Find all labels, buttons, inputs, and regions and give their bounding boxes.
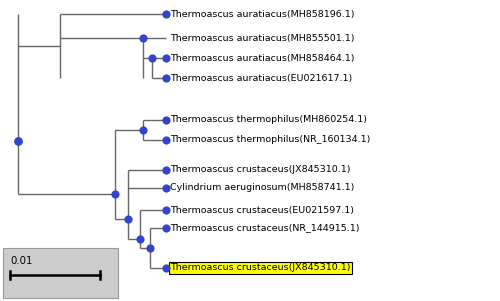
Point xyxy=(146,246,154,250)
Point xyxy=(162,168,170,172)
Point xyxy=(162,138,170,142)
Text: Thermoascus auratiacus(MH855501.1): Thermoascus auratiacus(MH855501.1) xyxy=(170,33,354,42)
Text: Thermoascus thermophilus(NR_160134.1): Thermoascus thermophilus(NR_160134.1) xyxy=(170,135,370,144)
FancyBboxPatch shape xyxy=(3,248,118,298)
Point xyxy=(162,186,170,191)
Text: Thermoascus thermophilus(MH860254.1): Thermoascus thermophilus(MH860254.1) xyxy=(170,116,367,125)
Point xyxy=(124,217,132,222)
Text: Thermoascus crustaceus(EU021597.1): Thermoascus crustaceus(EU021597.1) xyxy=(170,206,354,215)
Point xyxy=(162,265,170,270)
Point xyxy=(162,208,170,213)
Text: Cylindrium aeruginosum(MH858741.1): Cylindrium aeruginosum(MH858741.1) xyxy=(170,184,354,193)
Text: Thermoascus crustaceus(JX845310.1): Thermoascus crustaceus(JX845310.1) xyxy=(170,166,350,175)
Point xyxy=(14,138,22,143)
Point xyxy=(162,118,170,123)
Point xyxy=(136,237,144,241)
Text: Thermoascus crustaceus(NR_144915.1): Thermoascus crustaceus(NR_144915.1) xyxy=(170,224,360,232)
Text: Thermoascus crustaceus(JX845310.1): Thermoascus crustaceus(JX845310.1) xyxy=(170,263,350,272)
Point xyxy=(162,225,170,230)
Point xyxy=(162,76,170,80)
Point xyxy=(162,12,170,17)
Point xyxy=(139,128,147,132)
Text: Thermoascus auratiacus(MH858464.1): Thermoascus auratiacus(MH858464.1) xyxy=(170,54,354,63)
Text: Thermoascus auratiacus(MH858196.1): Thermoascus auratiacus(MH858196.1) xyxy=(170,10,354,18)
Point xyxy=(111,192,119,197)
Text: 0.01: 0.01 xyxy=(10,256,32,266)
Point xyxy=(139,36,147,40)
Point xyxy=(162,56,170,61)
Point xyxy=(148,56,156,61)
Text: Thermoascus auratiacus(EU021617.1): Thermoascus auratiacus(EU021617.1) xyxy=(170,73,352,82)
